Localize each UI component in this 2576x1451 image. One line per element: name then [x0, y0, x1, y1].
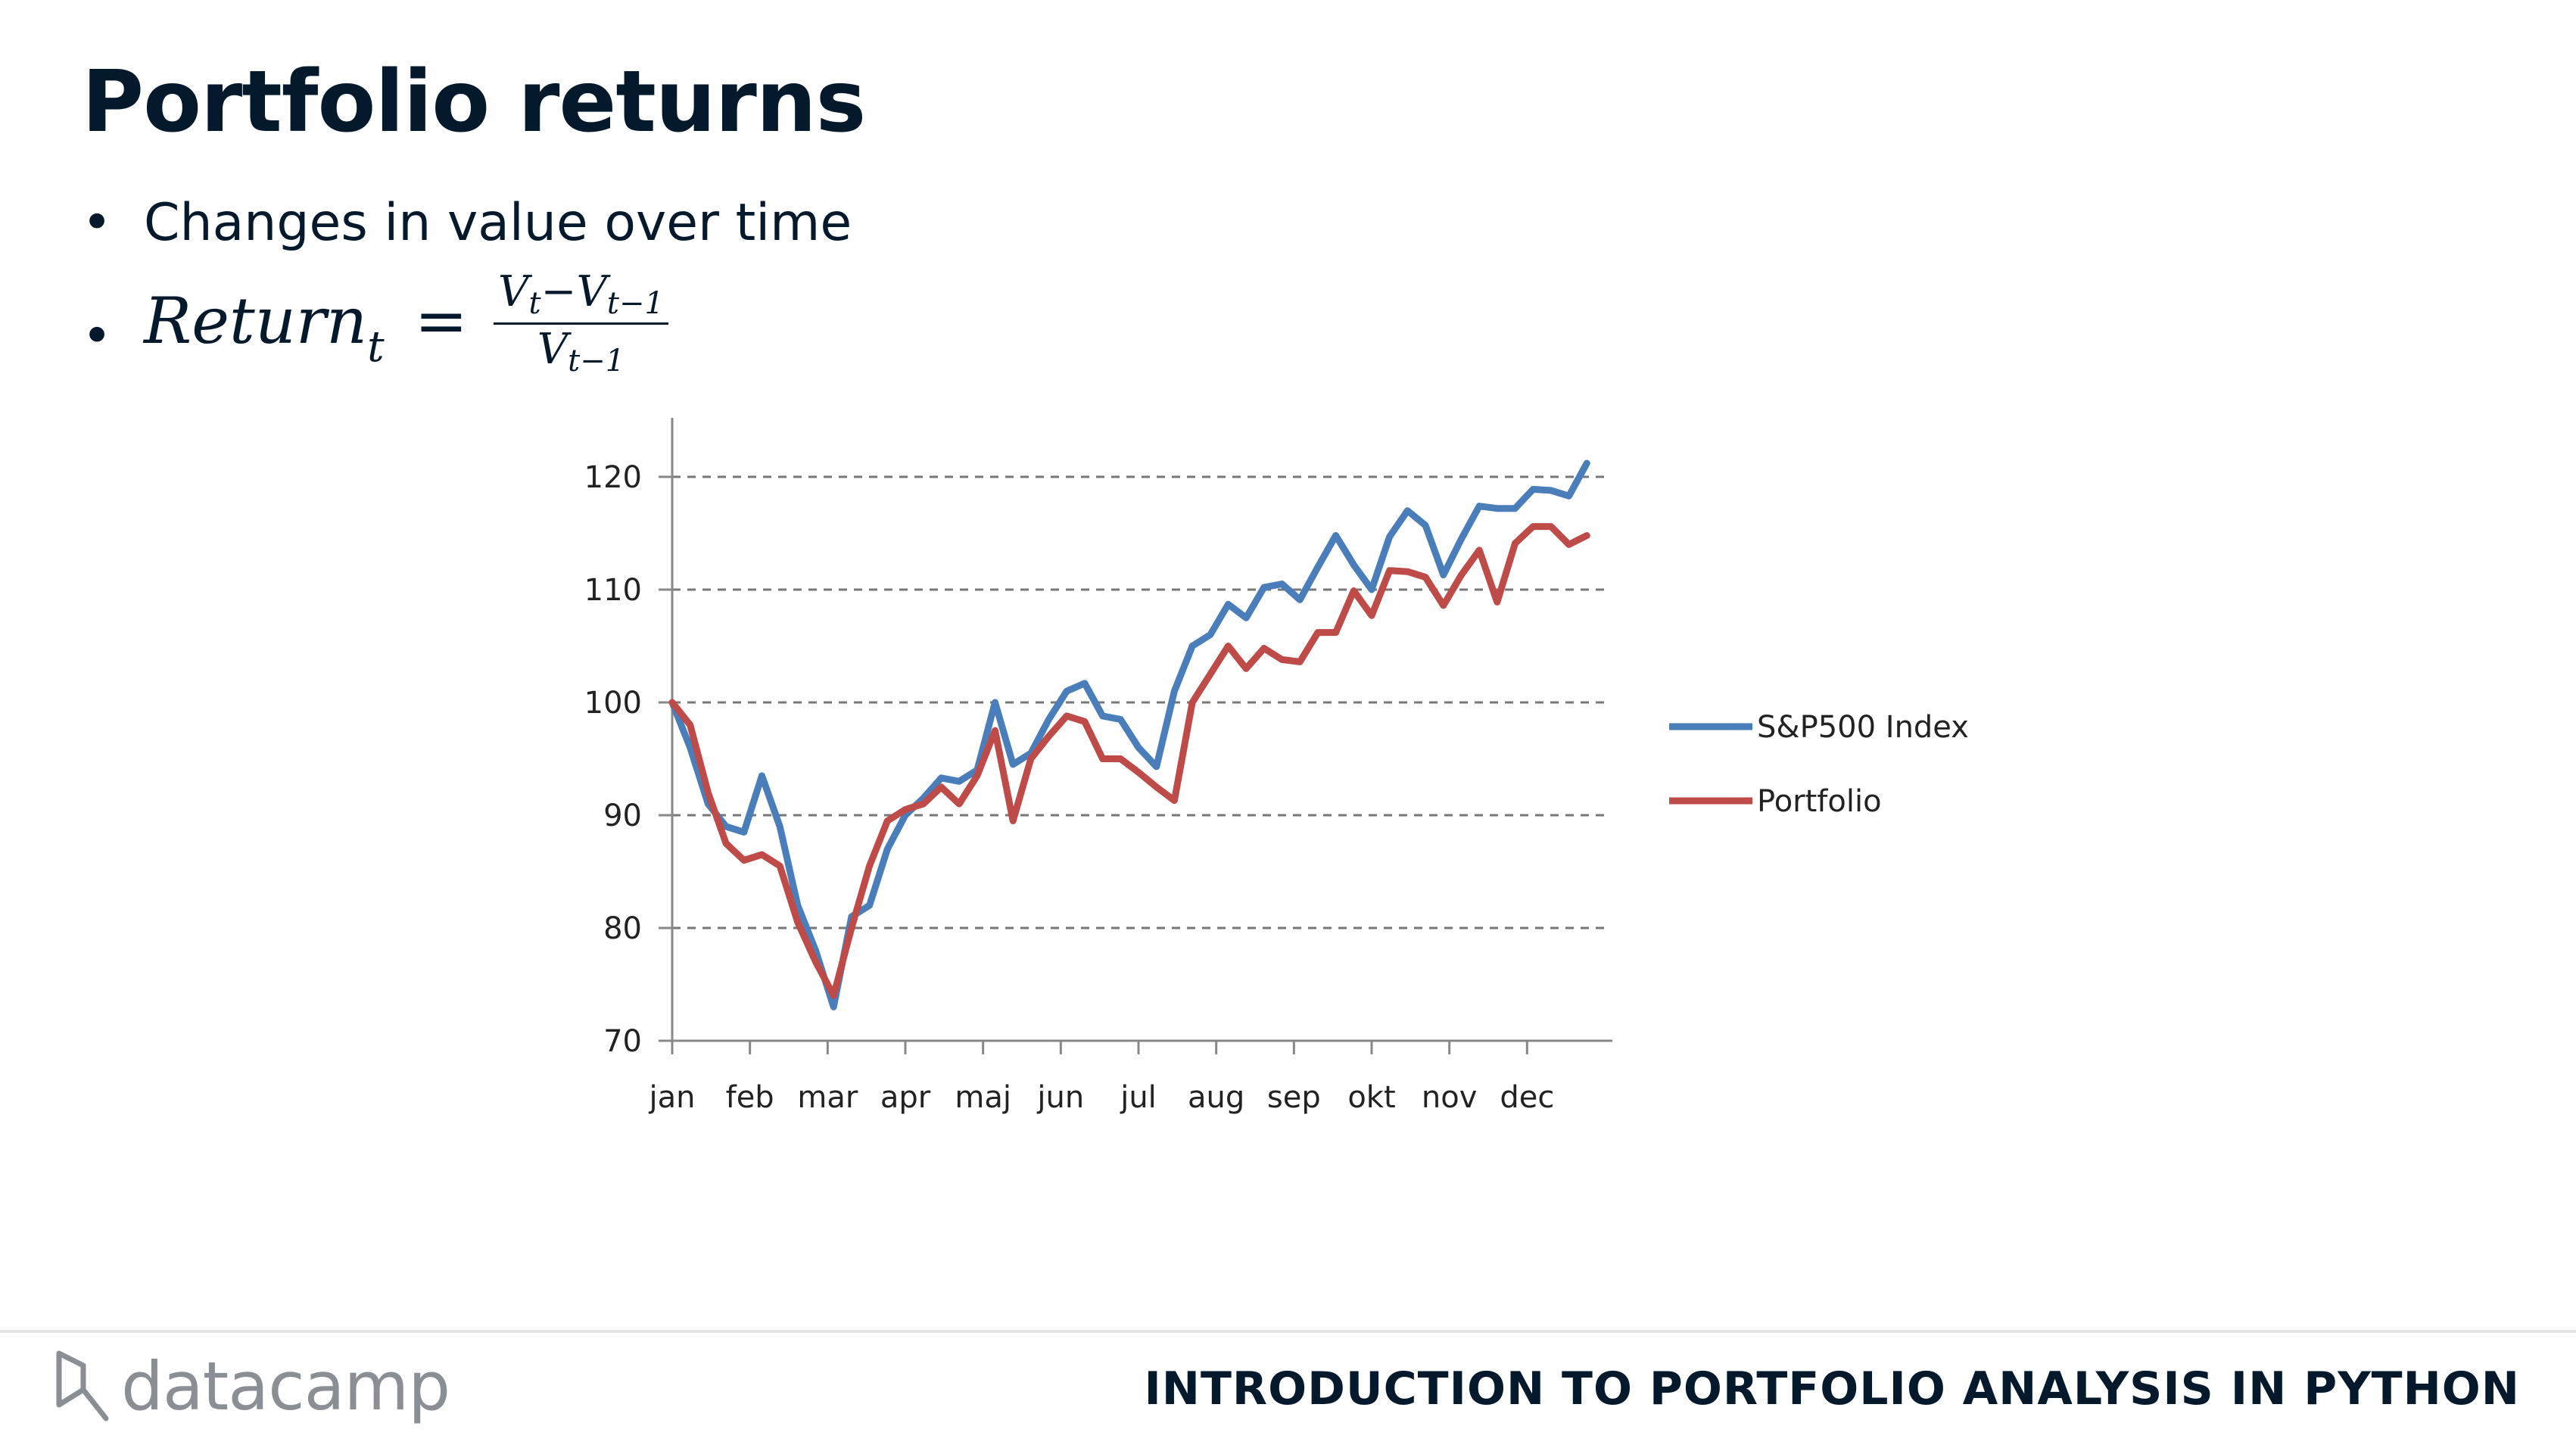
legend-label: S&P500 Index: [1757, 710, 1969, 745]
numerator-v2: V: [576, 267, 607, 316]
formula-lhs: Return: [144, 284, 368, 358]
series-line-portfolio: [668, 523, 1590, 999]
denominator-sub: t−1: [568, 344, 625, 378]
bullet-text: Changes in value over time: [144, 193, 852, 253]
formula-numerator: Vt−Vt−1: [493, 267, 668, 325]
datacamp-logo-icon: [56, 1350, 109, 1421]
course-title: INTRODUCTION TO PORTFOLIO ANALYSIS IN PY…: [1144, 1362, 2520, 1415]
y-tick-label: 110: [584, 573, 642, 608]
formula-denominator: Vt−1: [494, 325, 668, 377]
x-tick-label: okt: [1347, 1080, 1395, 1115]
x-tick-label: feb: [726, 1080, 774, 1115]
x-tick-label: jun: [1036, 1080, 1084, 1115]
line-chart: 70 80 90 100 110 120 jan feb mar apr maj jun jul aug s…: [584, 418, 1969, 1115]
legend-label: Portfolio: [1757, 784, 1882, 819]
x-tick-label: jan: [649, 1080, 696, 1115]
y-tick-label: 100: [584, 686, 642, 721]
formula-fraction: Vt−Vt−1 Vt−1: [493, 267, 668, 377]
return-formula: Returnt = Vt−Vt−1 Vt−1: [144, 269, 668, 383]
x-tick-label: nov: [1422, 1080, 1478, 1115]
numerator-minus: −: [540, 267, 577, 316]
y-tick-label: 120: [584, 460, 642, 495]
x-tick-label: sep: [1267, 1080, 1321, 1115]
y-tick-label: 80: [603, 911, 642, 946]
formula-lhs-subscript: t: [367, 322, 385, 372]
x-tick-label: jul: [1120, 1080, 1157, 1115]
numerator-sub2: t−1: [606, 286, 664, 321]
series-line-sp500: [668, 459, 1590, 1010]
logo-text: datacamp: [121, 1347, 450, 1425]
numerator-v1: V: [497, 267, 529, 316]
slide-title: Portfolio returns: [82, 53, 866, 151]
x-tick-label: apr: [880, 1080, 931, 1115]
formula-equals: =: [414, 284, 468, 358]
x-tick-label: dec: [1500, 1080, 1554, 1115]
bullet-dot-icon: •: [82, 307, 113, 366]
x-tick-label: maj: [955, 1080, 1011, 1115]
y-tick-label: 90: [603, 799, 642, 833]
numerator-sub1: t: [528, 286, 541, 321]
y-tick-label: 70: [603, 1024, 642, 1059]
denominator-v: V: [537, 325, 568, 374]
x-tick-label: mar: [797, 1080, 858, 1115]
bullet-dot-icon: •: [82, 193, 113, 253]
footer-divider: [0, 1330, 2576, 1333]
x-tick-label: aug: [1188, 1080, 1244, 1115]
